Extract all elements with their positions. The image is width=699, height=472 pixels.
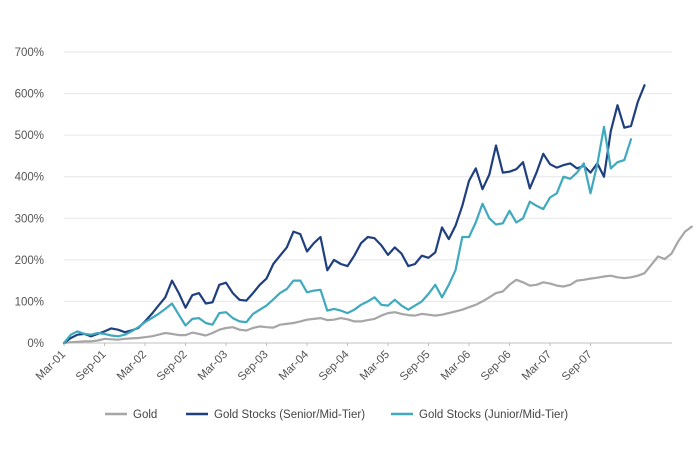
x-tick-label: Sep-03	[236, 349, 271, 384]
legend-label: Gold	[133, 409, 157, 421]
y-tick-label: 600%	[15, 89, 44, 101]
legend: Gold Gold Stocks (Senior/Mid-Tier) Gold St…	[105, 409, 568, 421]
y-tick-label: 200%	[15, 255, 44, 267]
legend-label: Gold Stocks (Senior/Mid-Tier)	[214, 409, 365, 421]
x-axis-tick-labels: Mar-01 Sep-01 Mar-02 Sep-02 Mar-03 Sep-03 Mar-…	[34, 343, 595, 383]
x-tick-label: Sep-04	[317, 348, 352, 383]
x-tick-label: Mar-07	[520, 349, 554, 383]
y-axis-tick-labels: 0% 100% 200% 300% 400% 500% 600% 700%	[15, 47, 44, 350]
series-line-3	[62, 125, 633, 345]
y-tick-label: 500%	[15, 130, 44, 142]
x-tick-label: Mar-05	[358, 349, 392, 383]
legend-label: Gold Stocks (Junior/Mid-Tier)	[419, 409, 568, 421]
x-tick-label: Mar-01	[34, 349, 68, 383]
x-tick-label: Mar-04	[277, 348, 312, 383]
x-tick-label: Mar-06	[439, 349, 473, 383]
gridlines	[64, 51, 672, 344]
y-tick-label: 100%	[15, 296, 44, 308]
x-tick-label: Mar-03	[196, 349, 230, 383]
x-tick-label: Sep-01	[74, 349, 109, 384]
x-tick-label: Sep-02	[155, 349, 190, 384]
x-tick-label: Mar-02	[115, 349, 149, 383]
x-tick-label: Sep-05	[398, 349, 433, 384]
y-tick-label: 300%	[15, 213, 44, 225]
series-line-1	[62, 225, 693, 345]
x-tick-label: Sep-07	[560, 349, 595, 384]
x-tick-label: Sep-06	[479, 349, 514, 384]
y-tick-label: 400%	[15, 172, 44, 184]
series-lines	[62, 84, 693, 345]
y-tick-label: 0%	[27, 338, 44, 350]
series-line-2	[62, 84, 646, 345]
y-tick-label: 700%	[15, 47, 44, 59]
